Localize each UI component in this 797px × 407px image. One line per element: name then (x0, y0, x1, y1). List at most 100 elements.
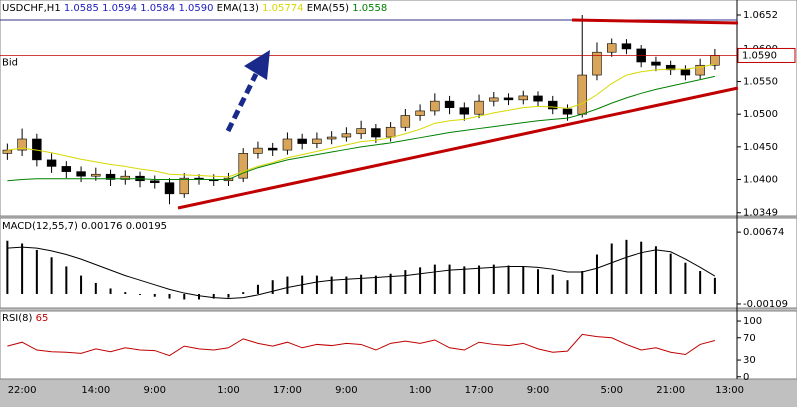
candle-body (341, 133, 352, 138)
legend-name: EMA(13) (217, 3, 259, 14)
candle-body (533, 95, 543, 102)
histogram-bar (374, 275, 377, 294)
y-tick-label: 1.0450 (743, 142, 778, 153)
histogram-bar (256, 284, 259, 294)
histogram-bar (610, 243, 613, 294)
candle-body (282, 138, 293, 151)
x-tick-label: 22:00 (8, 385, 37, 396)
candle-body (61, 166, 72, 172)
legend-value: 1.05774 (262, 3, 303, 14)
x-tick-label: 9:00 (527, 385, 549, 396)
candle-body (592, 51, 602, 76)
candle-body (503, 97, 514, 101)
x-tick-label: 17:00 (273, 385, 302, 396)
candle-body (474, 100, 484, 115)
histogram-bar (419, 267, 422, 294)
histogram-bar (566, 280, 569, 294)
symbol: USDCHF,H1 (2, 3, 61, 14)
arrow-shaft (225, 72, 259, 133)
candle-body (385, 126, 396, 138)
x-tick-label: 5:00 (600, 385, 622, 396)
y-tick-label: 0 (743, 372, 749, 383)
histogram-bar (433, 264, 436, 294)
legend-name: EMA(55) (307, 3, 349, 14)
candle-body (253, 147, 263, 154)
candle-body (695, 64, 705, 76)
histogram-bar (625, 239, 628, 294)
y-tick-label: 1.0500 (743, 109, 778, 120)
histogram-bar (271, 280, 274, 294)
rsi-header: RSI(8) 65 (2, 313, 48, 324)
series-line (7, 333, 716, 357)
histogram-bar (640, 241, 643, 294)
x-tick-label: 9:00 (335, 385, 357, 396)
candle-body (400, 115, 411, 128)
candle-body (548, 100, 558, 110)
price-box (737, 47, 796, 63)
candle-body (621, 43, 632, 50)
histogram-bar (21, 243, 24, 294)
histogram-bar (404, 270, 407, 294)
indicator-value: 65 (36, 313, 49, 324)
candle-body (46, 159, 57, 167)
histogram-bar (684, 262, 687, 294)
y-tick-label: -0.00109 (743, 299, 788, 310)
x-tick-label: 1:00 (409, 385, 431, 396)
histogram-bar (315, 275, 318, 294)
indicator-value: 0.00176 (81, 221, 122, 232)
candle-body (2, 149, 13, 154)
y-tick-label: 1.0400 (743, 174, 778, 185)
indicator-title: MACD(12,55,7) (2, 221, 78, 232)
indicator-title: RSI(8) (2, 313, 33, 324)
histogram-bar (227, 293, 230, 298)
candle-body (680, 69, 691, 76)
x-tick-label: 14:00 (81, 385, 110, 396)
x-tick-label: 21:00 (656, 385, 685, 396)
histogram-bar (345, 276, 348, 294)
candle-body (606, 43, 617, 53)
histogram-bar (389, 273, 392, 294)
candle-body (356, 128, 366, 135)
histogram-bar (360, 274, 363, 294)
y-tick-label: 30 (743, 355, 756, 366)
histogram-bar (168, 293, 171, 299)
histogram-bar (699, 271, 702, 294)
x-tick-label: 17:00 (465, 385, 494, 396)
indicator-value: 0.00195 (126, 221, 167, 232)
histogram-bar (448, 264, 451, 294)
y-tick-label: 70 (743, 333, 756, 344)
candle-body (577, 74, 587, 115)
series-line (7, 63, 715, 178)
candle-body (665, 64, 676, 71)
rsi-panel (0, 310, 797, 380)
histogram-bar (153, 293, 156, 297)
candle-body (444, 100, 455, 108)
histogram-bar (478, 265, 481, 294)
y-tick-label: 0.00674 (743, 227, 784, 238)
histogram-bar (35, 249, 38, 294)
histogram-bar (581, 271, 584, 294)
price-header: USDCHF,H1 1.0585 1.0594 1.0584 1.0590 EM… (2, 3, 387, 14)
legend-value: 1.0558 (352, 3, 387, 14)
candle-body (651, 61, 661, 66)
candle-body (17, 138, 27, 151)
histogram-bar (50, 257, 53, 294)
x-tick-label: 13:00 (715, 385, 744, 396)
histogram-bar (139, 293, 142, 295)
histogram-bar (522, 266, 525, 294)
candle-body (489, 97, 499, 102)
histogram-bar (551, 274, 554, 294)
candle-body (326, 136, 337, 140)
header-value: 1.0594 (102, 3, 137, 14)
candle-body (120, 175, 131, 180)
candle-body (518, 95, 528, 101)
macd-panel (0, 217, 797, 309)
price-label: 1.0590 (742, 50, 777, 61)
histogram-bar (124, 292, 127, 294)
histogram-bar (212, 293, 215, 299)
candle-body (105, 173, 116, 180)
candle-body (238, 153, 248, 179)
header-value: 1.0590 (178, 3, 213, 14)
